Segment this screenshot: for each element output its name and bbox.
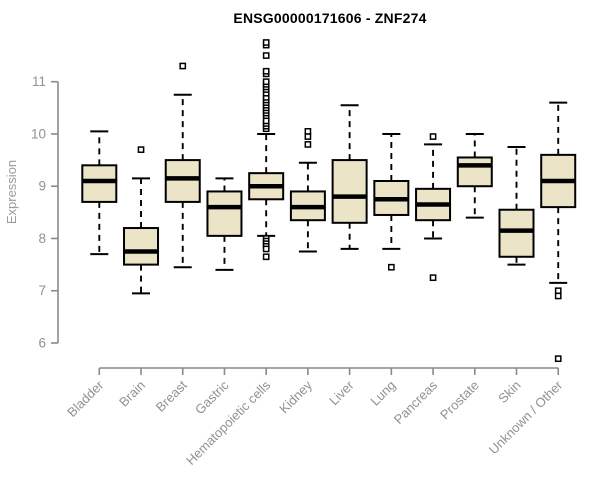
boxplot-hematopoietic-cells	[248, 39, 285, 261]
boxplot-pancreas	[415, 133, 452, 282]
x-tick-label: Brain	[116, 378, 148, 410]
outlier-point	[262, 39, 270, 46]
x-tick-label: Liver	[326, 377, 357, 408]
y-tick-label: 11	[32, 74, 46, 89]
outlier-point	[262, 78, 270, 86]
x-tick-label: Prostate	[437, 378, 482, 423]
y-tick-label: 7	[38, 283, 46, 298]
outlier-point	[429, 274, 437, 282]
outlier-point	[262, 67, 270, 75]
boxplot-unknown-other	[540, 101, 577, 363]
outlier-point	[304, 133, 312, 140]
outlier-point	[554, 355, 562, 363]
y-axis-title: Expression	[4, 160, 19, 224]
outlier-point	[304, 141, 312, 148]
outlier-point	[262, 117, 270, 125]
y-tick-label: 10	[31, 126, 46, 141]
outlier-point	[429, 133, 437, 140]
boxplot-prostate	[456, 132, 493, 219]
x-tick-label: Skin	[495, 378, 523, 406]
iqr-box	[456, 156, 493, 188]
x-tick-label: Gastric	[192, 377, 232, 417]
outlier-point	[387, 263, 395, 271]
iqr-box	[81, 164, 118, 203]
boxplot-brain	[123, 146, 160, 295]
chart-title: ENSG00000171606 - ZNF274	[233, 10, 427, 26]
outlier-point	[137, 146, 145, 153]
iqr-box	[206, 190, 243, 237]
outlier-point	[262, 245, 270, 253]
x-tick-label: Kidney	[276, 377, 315, 416]
outlier-point	[262, 52, 270, 59]
boxplot-lung	[373, 132, 410, 271]
iqr-box	[331, 159, 368, 224]
boxplot-breast	[164, 62, 201, 269]
outlier-point	[179, 62, 187, 70]
boxplot-skin	[498, 146, 535, 266]
boxplot-bladder	[81, 130, 118, 256]
outlier-point	[554, 287, 562, 295]
x-tick-label: Pancreas	[391, 377, 441, 427]
y-tick-label: 9	[38, 179, 46, 194]
boxplot-liver	[331, 104, 368, 250]
x-tick-label: Unknown / Other	[486, 377, 566, 457]
y-tick-label: 8	[38, 231, 46, 246]
iqr-box	[498, 208, 535, 258]
iqr-box	[164, 159, 201, 203]
y-tick-label: 6	[38, 336, 46, 351]
x-tick-label: Breast	[153, 377, 190, 414]
iqr-box	[123, 227, 160, 266]
x-tick-label: Lung	[367, 378, 398, 409]
outlier-point	[262, 253, 270, 261]
outlier-point	[304, 127, 312, 135]
boxplot-gastric	[206, 177, 243, 271]
boxplot-kidney	[289, 127, 326, 253]
outlier-point	[554, 292, 562, 300]
x-tick-label: Bladder	[64, 377, 107, 420]
